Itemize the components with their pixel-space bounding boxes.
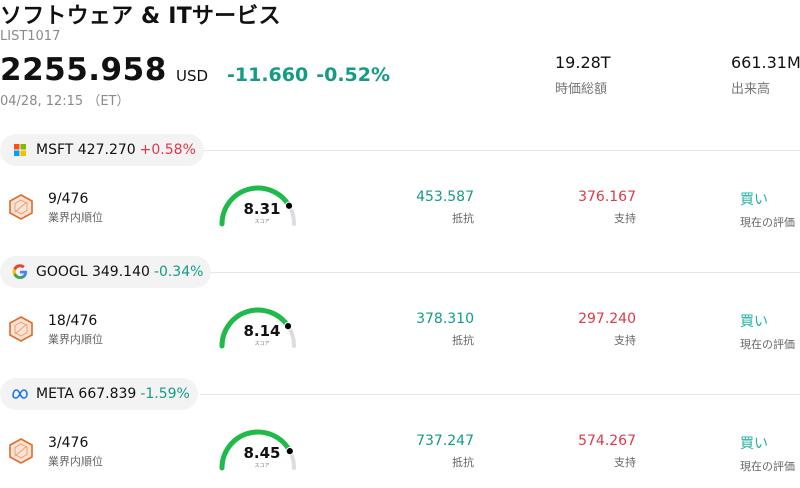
rating-value: 買い [740,314,768,330]
ticker-change-percent: +0.58% [139,142,196,158]
support-label: 支持 [614,456,636,469]
gauge-needle-dot [283,322,293,331]
support: 376.167 支持 [516,189,636,226]
industry-rank-label: 業界内順位 [48,211,103,224]
google-logo-icon [12,264,28,280]
volume-stat: 661.31M 出来高 [731,53,800,97]
industry-rank-label: 業界内順位 [48,455,103,468]
index-price: 2255.958 [0,52,167,88]
industry-rank: 9/476 [48,191,89,207]
page-title: ソフトウェア & ITサービス [0,4,281,29]
rank-badge-icon [8,438,34,464]
score-value: 8.31 [243,200,281,218]
rating-label: 現在の評価 [740,460,795,473]
industry-rank: 3/476 [48,435,89,451]
rating-value: 買い [740,192,768,208]
ticker-price: META 667.839 [36,386,137,402]
rank-badge-icon [8,194,34,220]
resistance: 453.587 抵抗 [354,189,474,226]
resistance-label: 抵抗 [452,334,474,347]
score-label: スコア [254,341,270,347]
divider [200,394,800,395]
rank-badge-icon [8,316,34,342]
resistance: 378.310 抵抗 [354,311,474,348]
resistance-value: 737.247 [416,433,474,449]
stock-row: META 667.839 -1.59% 3/476 業界内順位 8.45 スコア… [0,378,800,488]
market-cap-stat: 19.28T 時価総額 [555,53,611,97]
market-cap-value: 19.28T [555,53,611,72]
support: 297.240 支持 [516,311,636,348]
stock-row: MSFT 427.270 +0.58% 9/476 業界内順位 8.31 スコア… [0,134,800,256]
meta-logo-icon [12,386,28,402]
support-value: 574.267 [578,433,636,449]
score-value: 8.45 [243,444,281,462]
stock-pill-googl[interactable]: GOOGL 349.140 -0.34% [0,256,212,288]
ticker-price: GOOGL 349.140 [36,264,150,280]
score-gauge [219,307,296,349]
support-label: 支持 [614,334,636,347]
ticker-price: MSFT 427.270 [36,142,136,158]
divider [200,272,800,273]
gauge-fill [219,307,291,349]
change-percent: -0.52% [316,64,391,86]
industry-rank-label: 業界内順位 [48,333,103,346]
volume-value: 661.31M [731,53,800,72]
microsoft-logo-icon [12,142,28,158]
rating: 買い 現在の評価 [740,311,795,352]
resistance: 737.247 抵抗 [354,433,474,470]
rating-label: 現在の評価 [740,216,795,229]
resistance-label: 抵抗 [452,456,474,469]
rating: 買い 現在の評価 [740,189,795,230]
gauge-needle-dot [285,447,294,456]
ticker-change-percent: -0.34% [153,264,204,280]
support-value: 376.167 [578,189,636,205]
ticker-change-percent: -1.59% [140,386,190,402]
price-change: -11.660 -0.52% [227,64,390,86]
resistance-label: 抵抗 [452,212,474,225]
stock-pill-msft[interactable]: MSFT 427.270 +0.58% [0,134,204,166]
divider [200,150,800,151]
market-cap-label: 時価総額 [555,82,608,97]
gauge-fill [219,429,293,471]
rating: 買い 現在の評価 [740,433,795,474]
resistance-value: 453.587 [416,189,474,205]
resistance-value: 378.310 [416,311,474,327]
rating-label: 現在の評価 [740,338,795,351]
score-gauge [219,429,296,471]
score-gauge [219,185,296,227]
gauge-fill [219,185,292,227]
support: 574.267 支持 [516,433,636,470]
score-label: スコア [254,463,270,469]
volume-label: 出来高 [731,82,771,97]
stock-row: GOOGL 349.140 -0.34% 18/476 業界内順位 8.14 ス… [0,256,800,378]
support-label: 支持 [614,212,636,225]
currency-label: USD [176,67,209,85]
score-value: 8.14 [243,322,281,340]
gauge-needle-dot [284,201,294,210]
timestamp: 04/28, 12:15 （ET） [0,94,130,109]
industry-rank: 18/476 [48,313,98,329]
support-value: 297.240 [578,311,636,327]
rating-value: 買い [740,436,768,452]
score-label: スコア [254,219,270,225]
change-value: -11.660 [227,64,309,86]
index-code: LIST1017 [0,29,61,44]
stock-pill-meta[interactable]: META 667.839 -1.59% [0,378,198,410]
